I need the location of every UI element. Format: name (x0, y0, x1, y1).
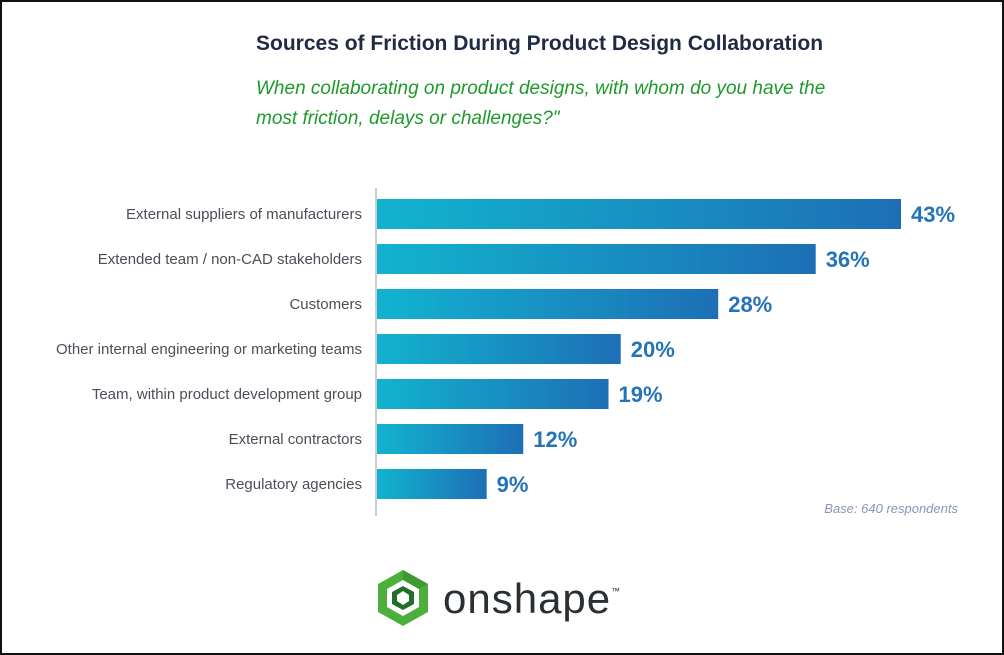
bar (377, 469, 487, 499)
category-label: Other internal engineering or marketing … (56, 341, 362, 358)
value-label: 9% (497, 472, 529, 497)
bar (377, 289, 719, 319)
value-label: 43% (911, 202, 955, 227)
chart-title: Sources of Friction During Product Desig… (256, 32, 824, 55)
category-label: Customers (289, 296, 362, 313)
chart-subtitle: When collaborating on product designs, w… (256, 78, 826, 129)
brand-name: onshape (443, 575, 612, 622)
category-label: Team, within product development group (92, 386, 362, 403)
category-label: Extended team / non-CAD stakeholders (98, 251, 362, 268)
bar (377, 244, 816, 274)
value-label: 36% (826, 247, 870, 272)
category-label: External contractors (229, 431, 362, 448)
bar (377, 379, 609, 409)
value-label: 12% (533, 427, 577, 452)
base-note: Base: 640 respondents (824, 501, 958, 516)
onshape-logo-icon (378, 570, 428, 626)
category-label: External suppliers of manufacturers (126, 206, 362, 223)
value-label: 28% (728, 292, 772, 317)
bar (377, 424, 524, 454)
value-label: 19% (619, 382, 663, 407)
bar (377, 334, 621, 364)
trademark-mark: ™ (611, 586, 620, 596)
category-label: Regulatory agencies (225, 476, 362, 493)
bar (377, 199, 901, 229)
value-label: 20% (631, 337, 675, 362)
